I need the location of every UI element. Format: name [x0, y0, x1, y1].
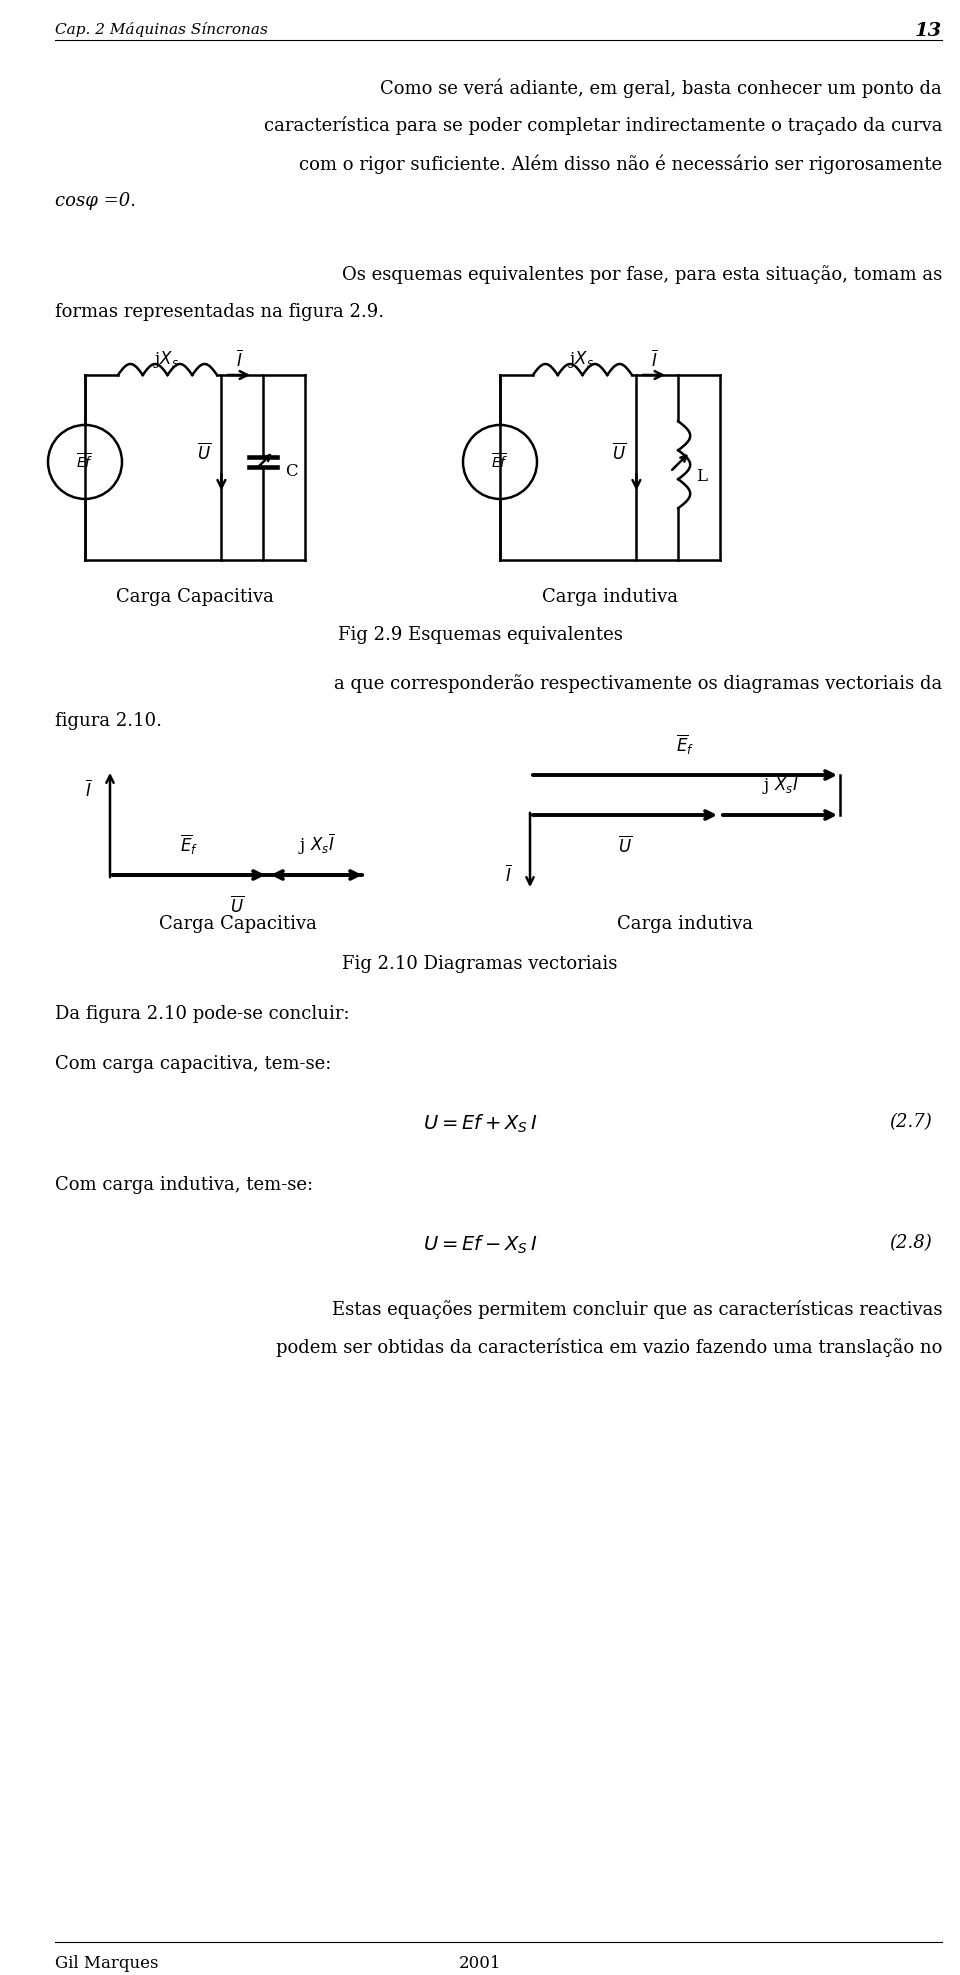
Text: j$X_s$: j$X_s$ [568, 350, 594, 369]
Text: 2001: 2001 [459, 1955, 501, 1971]
Text: $\overline{E}_f$: $\overline{E}_f$ [180, 833, 198, 857]
Text: Carga Capacitiva: Carga Capacitiva [158, 914, 317, 932]
Text: a que corresponderão respectivamente os diagramas vectoriais da: a que corresponderão respectivamente os … [334, 673, 942, 693]
Text: cosφ =0.: cosφ =0. [55, 192, 136, 209]
Text: L: L [696, 468, 708, 486]
Text: formas representadas na figura 2.9.: formas representadas na figura 2.9. [55, 302, 384, 322]
Text: 13: 13 [915, 22, 942, 40]
Text: $U = Ef - X_S\, I$: $U = Ef - X_S\, I$ [422, 1234, 538, 1256]
Text: Fig 2.10 Diagramas vectoriais: Fig 2.10 Diagramas vectoriais [343, 956, 617, 974]
Text: (2.7): (2.7) [889, 1114, 932, 1132]
Text: com o rigor suficiente. Além disso não é necessário ser rigorosamente: com o rigor suficiente. Além disso não é… [299, 154, 942, 174]
Text: j $X_s\overline{I}$: j $X_s\overline{I}$ [761, 772, 799, 798]
Text: $U = Ef + X_S\, I$: $U = Ef + X_S\, I$ [422, 1114, 538, 1136]
Text: $\overline{U}$: $\overline{U}$ [618, 835, 632, 855]
Text: Com carga capacitiva, tem-se:: Com carga capacitiva, tem-se: [55, 1055, 331, 1072]
Text: $\overline{I}$: $\overline{I}$ [85, 780, 92, 800]
Text: Como se verá adiante, em geral, basta conhecer um ponto da: Como se verá adiante, em geral, basta co… [380, 77, 942, 97]
Text: Carga indutiva: Carga indutiva [542, 589, 678, 606]
Text: $\overline{U}$: $\overline{U}$ [612, 442, 626, 464]
Text: $\overline{U}$: $\overline{U}$ [230, 895, 245, 916]
Text: Os esquemas equivalentes por fase, para esta situação, tomam as: Os esquemas equivalentes por fase, para … [342, 265, 942, 284]
Text: Gil Marques: Gil Marques [55, 1955, 158, 1971]
Text: Com carga indutiva, tem-se:: Com carga indutiva, tem-se: [55, 1175, 313, 1195]
Text: j $X_s\overline{I}$: j $X_s\overline{I}$ [298, 831, 335, 857]
Text: j$X_s$: j$X_s$ [154, 350, 180, 369]
Text: $\overline{I}$: $\overline{I}$ [651, 350, 658, 369]
Text: $\overline{I}$: $\overline{I}$ [505, 865, 512, 885]
Text: característica para se poder completar indirectamente o traçado da curva: característica para se poder completar i… [263, 117, 942, 134]
Text: podem ser obtidas da característica em vazio fazendo uma translação no: podem ser obtidas da característica em v… [276, 1337, 942, 1357]
Text: Fig 2.9 Esquemas equivalentes: Fig 2.9 Esquemas equivalentes [338, 626, 622, 644]
Text: Estas equações permitem concluir que as características reactivas: Estas equações permitem concluir que as … [331, 1300, 942, 1319]
Text: $\overline{U}$: $\overline{U}$ [197, 442, 211, 464]
Text: Carga indutiva: Carga indutiva [617, 914, 753, 932]
Text: (2.8): (2.8) [889, 1234, 932, 1252]
Text: Cap. 2 Máquinas Síncronas: Cap. 2 Máquinas Síncronas [55, 22, 268, 38]
Text: figura 2.10.: figura 2.10. [55, 713, 162, 731]
Text: C: C [285, 462, 298, 480]
Text: $\overline{Ef}$: $\overline{Ef}$ [492, 452, 509, 472]
Text: $\overline{I}$: $\overline{I}$ [235, 350, 243, 369]
Text: Da figura 2.10 pode-se concluir:: Da figura 2.10 pode-se concluir: [55, 1005, 349, 1023]
Text: $\overline{Ef}$: $\overline{Ef}$ [76, 452, 94, 472]
Text: Carga Capacitiva: Carga Capacitiva [116, 589, 274, 606]
Text: $\overline{E}_f$: $\overline{E}_f$ [676, 733, 694, 756]
